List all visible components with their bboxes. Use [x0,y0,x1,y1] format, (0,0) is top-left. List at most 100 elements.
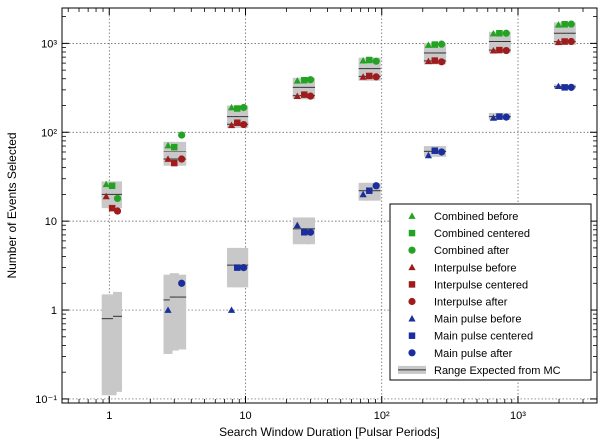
mc-range-band [227,247,237,288]
mc-range-band [371,182,381,201]
interpulse-centered-point [301,91,308,98]
main-pulse-centered-point [301,229,308,236]
combined-after-point [113,194,122,203]
main-pulse-after-point [306,228,315,236]
main-pulse-centered-point [561,84,568,91]
x-tick-label: 1 [106,410,112,422]
interpulse-before-point [102,192,110,200]
legend-label: Combined before [434,211,518,223]
main-pulse-after-point [178,279,186,287]
main-pulse-before-point [554,82,563,90]
main-pulse-before-point [359,190,367,198]
main-pulse-before-point [424,151,433,159]
main-pulse-after-point [372,182,380,190]
combined-before-point [424,41,433,48]
interpulse-centered-point [431,57,439,64]
interpulse-before-point [359,73,367,80]
mc-range-band [488,31,498,53]
legend-marker [408,263,416,271]
combined-before-point [227,103,236,111]
interpulse-after-point [502,46,510,55]
mc-range-band [494,31,504,53]
interpulse-after-point [240,120,248,129]
interpulse-before-point [489,46,498,54]
x-axis-title: Search Window Duration [Pulsar Periods] [219,425,440,439]
main-pulse-before-point [164,306,172,313]
legend: Combined before Combined centered Combined… [389,203,592,381]
interpulse-after-point [372,73,380,81]
interpulse-before-point [227,121,236,129]
mc-range-band [364,57,374,81]
interpulse-after-point [438,58,446,66]
legend-label: Combined after [434,245,510,257]
combined-centered-point [431,41,439,48]
legend-label: Range Expected from MC [434,365,561,377]
mc-range-band [358,57,368,81]
legend-label: Main pulse after [434,348,513,360]
combined-centered-point [301,76,308,84]
interpulse-centered-point [496,46,503,54]
combined-before-point [102,180,110,188]
interpulse-after-point [306,92,315,100]
interpulse-centered-point [108,204,116,212]
combined-centered-point [366,56,373,64]
combined-before-point [489,29,498,37]
combined-centered-point [234,105,241,112]
legend-marker [408,229,416,237]
combined-before-point [293,77,301,84]
combined-after-point [567,20,575,28]
mc-range-band [169,273,179,351]
main-pulse-after-point [502,113,510,121]
mc-range-band [306,77,316,100]
legend-marker [408,212,416,219]
combined-after-point [438,40,446,48]
main-pulse-before-point [489,114,498,121]
interpulse-before-point [293,92,301,100]
mc-range-band [177,274,187,350]
main-pulse-before-point [293,221,301,229]
mc-range-band [430,42,440,65]
main-pulse-after-point [438,148,446,156]
legend-marker [408,297,416,306]
legend-marker [408,246,416,254]
data-markers [102,20,575,313]
combined-after-point [240,103,248,112]
legend-label: Interpulse after [434,297,508,309]
y-tick-label: 1 [51,305,57,317]
legend-marker [408,281,416,288]
mc-range-band [163,274,173,355]
axis-ticks [62,8,597,403]
main-pulse-after-point [240,264,248,272]
y-tick-label: 10⁻¹ [35,394,57,406]
interpulse-before-point [424,57,433,65]
interpulse-centered-point [234,119,241,126]
combined-centered-point [171,143,178,151]
interpulse-centered-point [561,38,568,45]
mc-range-band [113,291,123,392]
combined-centered-point [561,21,568,28]
mc-range-band [371,57,381,81]
legend-marker [408,349,416,357]
interpulse-after-point [113,207,122,215]
combined-after-point [178,131,186,139]
plot-frame [61,7,598,404]
interpulse-after-point [567,37,575,46]
interpulse-after-point [178,155,186,163]
combined-before-point [164,141,172,149]
y-tick-label: 10² [41,127,57,139]
mc-range-band [292,217,302,245]
x-tick-label: 10³ [510,410,526,422]
combined-before-point [554,21,563,28]
combined-after-point [502,29,510,37]
combined-centered-point [496,30,503,37]
legend-label: Interpulse centered [434,279,528,291]
legend-marker [408,315,416,322]
mc-range-band [299,77,309,100]
mc-range-band [437,42,447,65]
interpulse-centered-point [171,159,178,167]
legend-label: Combined centered [434,228,530,240]
legend-label: Main pulse centered [434,331,533,343]
legend-box [389,203,592,381]
